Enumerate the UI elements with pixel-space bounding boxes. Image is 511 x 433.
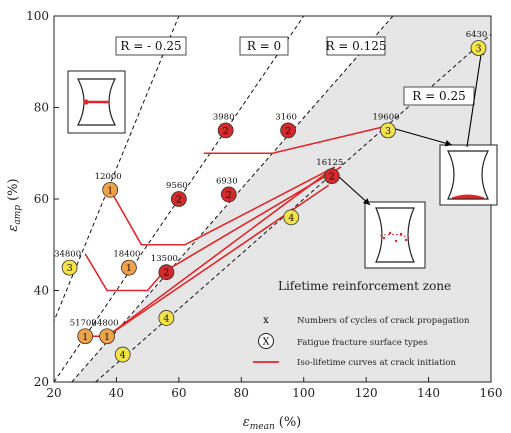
legend-curve-label: Iso-lifetime curves at crack initiation [297, 358, 456, 368]
r-label-025: R = 0.25 [403, 86, 475, 106]
legend-circle-icon [258, 333, 274, 349]
data-point [158, 264, 175, 281]
svg-text:R = 0: R = 0 [247, 39, 281, 53]
data-point [121, 259, 137, 276]
data-points: 3348001517001248001120004118400421350029… [54, 30, 488, 363]
iso-r-line-1 [54, 16, 305, 382]
data-point [323, 168, 340, 185]
data-point [217, 122, 234, 139]
cycles-label: 16125 [316, 158, 343, 168]
fracture-type-label: 2 [285, 126, 291, 137]
iso-lifetime-curve-1 [109, 166, 336, 246]
cycles-label: 51700 [70, 318, 97, 328]
y-axis-label: εamp(%) [6, 178, 23, 231]
cycles-label: 24800 [92, 318, 119, 328]
iso-lifetime-curve-4 [203, 125, 389, 155]
cycles-label: 12000 [95, 172, 122, 182]
specimen-inset-right-type3 [439, 144, 498, 206]
cycles-label: 18400 [113, 250, 140, 260]
x-tick-label: 40 [109, 386, 124, 400]
x-tick-label: 140 [417, 386, 440, 400]
cycles-label: 34800 [54, 250, 81, 260]
legend-cycles-label: Numbers of cycles of crack propagation [297, 316, 470, 326]
x-tick-label: 80 [234, 386, 249, 400]
zone-label: Lifetime reinforcement zone [278, 279, 451, 293]
r-label-0: R = 0 [239, 36, 289, 56]
svg-text:R = 0.25: R = 0.25 [412, 89, 465, 103]
iso-lifetime-curve-3 [106, 170, 330, 337]
x-tick-label: 20 [46, 386, 61, 400]
fracture-type-label: 1 [126, 263, 132, 274]
pointer-arrows [337, 47, 485, 206]
cycles-label: 9560 [166, 181, 188, 191]
svg-text:R = 0.125: R = 0.125 [325, 39, 386, 53]
cycles-label: 6930 [216, 176, 238, 186]
data-point [220, 186, 237, 203]
x-tick-label: 60 [171, 386, 186, 400]
data-point [61, 259, 78, 276]
cycles-label: 3160 [275, 112, 297, 122]
fracture-type-label: 3 [385, 126, 391, 137]
y-tick-label: 60 [34, 192, 49, 206]
cycles-label: 3980 [213, 112, 235, 122]
fracture-type-label: 2 [223, 126, 229, 137]
data-point [158, 310, 175, 326]
fracture-type-label: 3 [475, 44, 481, 55]
data-point [99, 328, 115, 345]
x-axis-label: εmean (%) [243, 415, 302, 432]
r-label-minus-025: R = - 0.25 [115, 36, 187, 56]
data-point [77, 328, 94, 345]
data-point [283, 209, 300, 226]
data-point [280, 122, 297, 139]
data-point [102, 181, 119, 198]
iso-lifetime-curve-0 [84, 166, 342, 292]
data-point [380, 122, 396, 139]
fracture-type-label: 2 [226, 190, 232, 201]
fracture-type-label: 2 [176, 195, 182, 206]
fracture-type-label: 1 [104, 332, 110, 343]
svg-text:R = - 0.25: R = - 0.25 [120, 39, 181, 53]
legend-types-label: Fatigue fracture surface types [297, 338, 428, 348]
legend-cycles-symbol: x [263, 315, 269, 326]
legend: x Numbers of cycles of crack propagation… [253, 315, 470, 368]
r-label-0125: R = 0.125 [325, 36, 387, 56]
fracture-type-label: 1 [82, 332, 88, 343]
y-tick-label: 40 [34, 284, 49, 298]
fracture-type-label: 3 [67, 263, 73, 274]
fracture-type-label: 2 [329, 172, 335, 183]
y-tick-label: 100 [26, 9, 49, 23]
y-tick-label: 20 [34, 375, 49, 389]
fracture-type-label: 4 [288, 213, 294, 224]
cycles-label: 19600 [372, 112, 399, 122]
specimen-inset-top-left [67, 70, 126, 134]
cycles-label: 13500 [151, 254, 178, 264]
data-point [470, 40, 487, 56]
fracture-type-label: 4 [120, 350, 126, 361]
lifetime-reinforcement-zone [71, 16, 491, 382]
data-point [114, 346, 131, 363]
fracture-type-label: 2 [163, 268, 169, 279]
cycles-label: 6430 [466, 30, 488, 40]
x-tick-label: 120 [355, 386, 378, 400]
fracture-type-label: 4 [163, 313, 169, 324]
axis-ticks: 20 40 60 80 100 120 140 160 20 40 60 80 100 [26, 9, 502, 400]
fracture-type-label: 1 [107, 185, 113, 196]
y-tick-label: 80 [34, 101, 49, 115]
x-tick-label: 100 [292, 386, 315, 400]
data-point [170, 191, 187, 207]
x-tick-label: 160 [480, 386, 503, 400]
legend-types-symbol: X [263, 337, 270, 348]
specimen-inset-bottom-type4 [364, 201, 426, 269]
